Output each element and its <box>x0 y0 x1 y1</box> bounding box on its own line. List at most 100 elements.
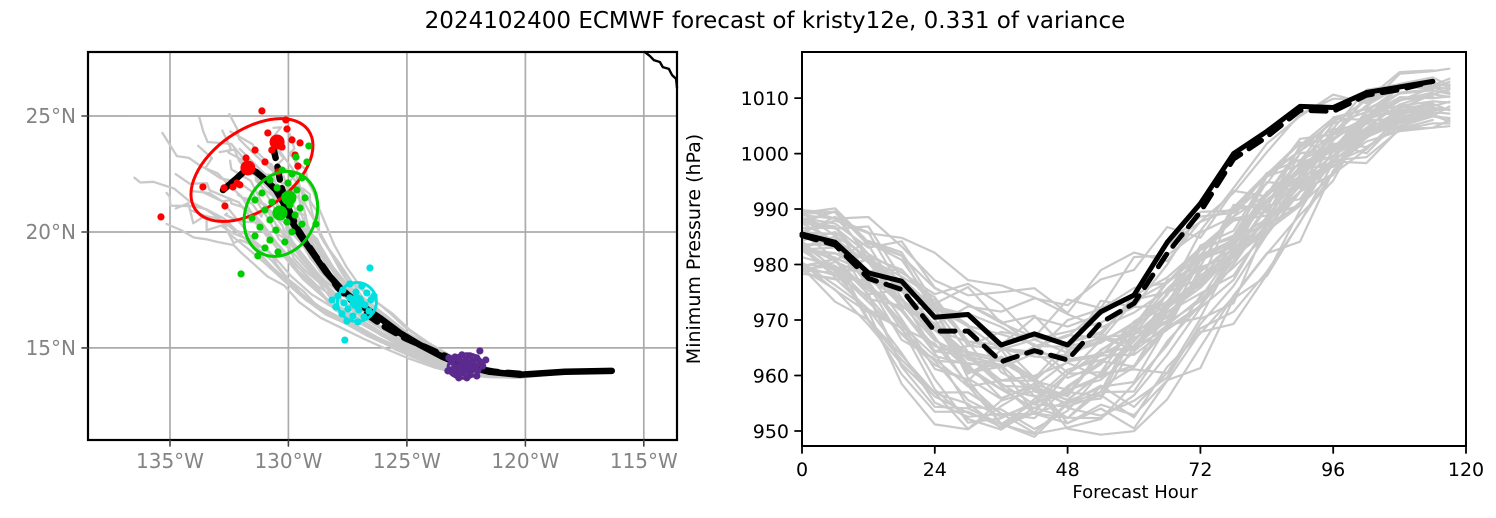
map-y-tick-label: 15°N <box>26 336 76 360</box>
ensemble-pressure-trace <box>800 115 1434 436</box>
pressure-ensemble-mean <box>799 78 1436 348</box>
cluster-point-green <box>291 211 299 219</box>
pressure-x-tick-label: 48 <box>1056 459 1080 481</box>
ensemble-pressure-trace <box>800 104 1434 380</box>
cluster-point-cyan <box>360 313 368 321</box>
cluster-point-green <box>283 218 291 226</box>
cluster-ellipse-green <box>242 169 320 258</box>
cluster-point-purple <box>479 362 487 370</box>
cluster-point-green <box>254 252 262 260</box>
cluster-point-green <box>258 189 266 197</box>
cluster-point-cyan <box>367 296 375 304</box>
cluster-point-green <box>273 184 281 192</box>
cluster-mean-green <box>272 205 288 221</box>
cluster-point-green <box>298 220 306 228</box>
cluster-point-cyan <box>363 289 371 297</box>
mean-track-dashed <box>270 139 524 378</box>
cluster-point-green <box>272 226 280 234</box>
cluster-point-green <box>274 248 282 256</box>
cluster-point-red <box>258 107 266 115</box>
cluster-point-cyan <box>341 336 349 344</box>
map-y-tick-label: 25°N <box>26 104 76 128</box>
cluster-point-green <box>281 238 289 246</box>
cluster-point-green <box>248 214 256 222</box>
ensemble-track <box>133 176 614 377</box>
cluster-point-cyan <box>338 310 346 318</box>
ensemble-pressure-trace <box>800 102 1434 352</box>
cluster-mean-green <box>281 190 297 206</box>
cluster-point-green <box>301 194 309 202</box>
ensemble-pressure-trace <box>800 67 1451 431</box>
cluster-point-cyan <box>332 303 340 311</box>
ensemble-pressure-trace <box>800 83 1451 431</box>
cluster-point-cyan <box>343 317 351 325</box>
ensemble-pressure-trace <box>800 69 1434 315</box>
cluster-point-red <box>282 116 290 124</box>
cluster-point-red <box>242 154 250 162</box>
ensemble-track <box>272 227 614 379</box>
cluster-point-purple <box>447 366 455 374</box>
cluster-mean-red <box>269 134 285 150</box>
cluster-point-green <box>312 220 320 228</box>
cluster-point-cyan <box>352 288 360 296</box>
cluster-mean-red <box>240 160 256 176</box>
map-x-tick-label: 130°W <box>254 449 322 473</box>
pressure-y-tick-label: 1000 <box>741 144 789 166</box>
cluster-point-red <box>220 184 228 192</box>
ensemble-track <box>288 132 614 376</box>
cluster-point-cyan <box>349 312 357 320</box>
cluster-point-green <box>251 232 259 240</box>
ensemble-pressure-trace <box>800 107 1434 438</box>
cluster-point-green <box>293 186 301 194</box>
ensemble-track <box>174 202 614 379</box>
map-x-tick-label: 135°W <box>136 449 204 473</box>
ensemble-pressure-trace <box>800 115 1451 424</box>
pressure-y-tick-label: 1010 <box>741 88 789 110</box>
cluster-point-purple <box>473 372 481 380</box>
cluster-point-green <box>268 198 276 206</box>
pressure-x-tick-label: 0 <box>796 459 808 481</box>
cluster-point-purple <box>455 374 463 382</box>
cluster-point-green <box>261 244 269 252</box>
cluster-point-cyan <box>334 292 342 300</box>
ensemble-pressure-trace <box>800 105 1451 351</box>
cluster-point-purple <box>463 374 471 382</box>
cluster-point-red <box>264 129 272 137</box>
cluster-point-cyan <box>366 264 374 272</box>
pressure-x-tick-label: 120 <box>1448 459 1484 481</box>
cluster-point-purple <box>482 356 490 364</box>
cluster-point-red <box>251 146 259 154</box>
figure-title: 2024102400 ECMWF forecast of kristy12e, … <box>424 8 1126 34</box>
cluster-point-green <box>266 176 274 184</box>
map-x-tick-label: 115°W <box>610 449 678 473</box>
cluster-point-green <box>266 236 274 244</box>
cluster-mean-cyan <box>349 294 365 310</box>
cluster-point-green <box>292 153 300 161</box>
cluster-point-green <box>296 204 304 212</box>
cluster-point-cyan <box>346 280 354 288</box>
cluster-point-green <box>284 179 292 187</box>
pressure-x-tick-label: 72 <box>1188 459 1212 481</box>
map-y-tick-label: 20°N <box>26 220 76 244</box>
cluster-point-green <box>266 216 274 224</box>
cluster-point-cyan <box>354 318 362 326</box>
cluster-point-green <box>278 166 286 174</box>
cluster-point-red <box>236 181 244 189</box>
pressure-x-tick-label: 24 <box>923 459 947 481</box>
cluster-point-cyan <box>358 282 366 290</box>
cluster-point-green <box>256 223 264 231</box>
cluster-point-green <box>298 174 306 182</box>
cluster-point-red <box>229 183 237 191</box>
cluster-point-green <box>251 196 259 204</box>
pressure-y-tick-label: 970 <box>753 310 789 332</box>
cluster-point-red <box>283 125 291 133</box>
cluster-point-green <box>303 158 311 166</box>
pressure-y-tick-label: 990 <box>753 199 789 221</box>
cluster-point-cyan <box>344 305 352 313</box>
ensemble-pressure-trace <box>800 105 1434 431</box>
cluster-point-red <box>294 162 302 170</box>
ensemble-track <box>286 155 614 377</box>
cluster-point-green <box>261 206 269 214</box>
